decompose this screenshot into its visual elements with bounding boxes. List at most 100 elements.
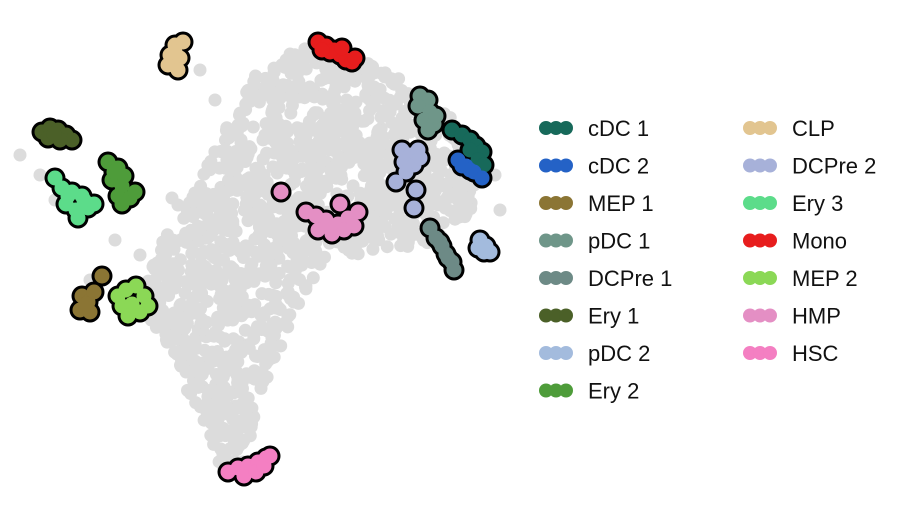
cell-point <box>262 448 278 464</box>
background-cell <box>213 330 227 344</box>
cell-point <box>78 296 94 312</box>
legend-label: HMP <box>792 304 841 329</box>
cell-point <box>310 222 326 238</box>
background-cell <box>340 93 354 107</box>
background-cell <box>204 277 218 291</box>
background-cell <box>233 341 247 355</box>
background-cell <box>272 161 285 175</box>
background-cell <box>238 323 252 337</box>
cell-point <box>446 262 462 278</box>
legend-marker <box>743 233 777 248</box>
legend-label: HSC <box>792 341 839 366</box>
background-cell <box>108 233 122 247</box>
background-cell <box>298 42 312 56</box>
legend-marker <box>743 271 777 285</box>
background-cell <box>206 429 220 443</box>
cell-point <box>347 50 363 66</box>
cluster-dcpre-2 <box>388 142 428 216</box>
background-cell <box>207 401 221 415</box>
background-cell <box>227 422 241 436</box>
background-cell <box>189 396 203 410</box>
cell-point <box>86 284 102 300</box>
background-cell <box>246 120 260 134</box>
legend-item-dcpre-2: DCPre 2 <box>743 154 876 179</box>
legend-marker <box>539 346 573 360</box>
background-cell <box>250 320 264 334</box>
background-cell <box>334 103 348 117</box>
background-cell <box>257 309 271 323</box>
cell-point <box>273 184 289 200</box>
legend-marker <box>743 196 777 210</box>
background-cell <box>174 358 187 372</box>
cell-point <box>60 188 76 204</box>
legend: cDC 1 cDC 2 MEP 1 pDC 1 DCPre 1 Ery 1 pDC 2 Ery… <box>539 116 876 404</box>
background-cell <box>450 189 464 203</box>
legend-marker <box>539 383 573 398</box>
background-cell <box>194 302 207 316</box>
background-cell <box>267 146 281 160</box>
background-cell <box>187 245 201 259</box>
background-cell <box>267 101 281 115</box>
background-cell <box>249 161 263 175</box>
background-cell <box>236 145 249 159</box>
background-cell <box>287 295 301 309</box>
cell-point <box>408 182 424 198</box>
background-cell <box>176 232 190 245</box>
background-cell <box>178 341 192 354</box>
background-cell <box>262 287 276 301</box>
background-cell <box>159 327 173 341</box>
background-cell <box>393 203 407 217</box>
background-cell <box>363 136 377 150</box>
background-cell <box>324 164 338 178</box>
cell-point <box>432 234 448 250</box>
background-cell <box>203 163 217 177</box>
cell-point <box>428 108 444 124</box>
background-cell <box>312 161 326 175</box>
cell-point <box>406 200 422 216</box>
background-cell <box>168 281 182 295</box>
background-cell <box>200 201 214 215</box>
cell-point <box>120 308 136 324</box>
legend-label: MEP 1 <box>588 191 654 216</box>
cell-point <box>462 142 478 158</box>
background-cell <box>379 207 393 221</box>
background-cell <box>267 61 281 75</box>
cluster-pdc-1 <box>410 88 444 138</box>
legend-label: MEP 2 <box>792 266 858 291</box>
cell-point <box>334 40 350 56</box>
background-cell <box>242 341 256 355</box>
background-cell <box>208 93 222 107</box>
background-cell <box>177 211 191 225</box>
background-cell <box>269 301 283 315</box>
background-cell <box>452 210 466 224</box>
legend-item-ery-3: Ery 3 <box>743 191 843 216</box>
background-cell <box>295 139 309 153</box>
background-cell <box>231 118 245 132</box>
background-cell <box>366 242 380 256</box>
legend-item-cdc-2: cDC 2 <box>539 154 649 179</box>
background-cell <box>197 245 211 258</box>
background-cell <box>199 261 213 275</box>
legend-marker <box>743 346 777 360</box>
background-cell <box>270 217 284 231</box>
legend-item-pdc-2: pDC 2 <box>539 341 650 366</box>
background-cell <box>261 346 275 360</box>
background-cell <box>180 317 194 330</box>
legend-label: Ery 3 <box>792 191 843 216</box>
background-cell <box>281 260 295 274</box>
background-cell <box>184 223 198 237</box>
background-cell <box>248 187 262 201</box>
background-cell <box>258 71 272 85</box>
legend-label: DCPre 1 <box>588 266 672 291</box>
cell-point <box>350 204 366 220</box>
background-cell <box>328 93 342 107</box>
legend-item-mono: Mono <box>743 229 847 254</box>
cluster-cdc-1 <box>444 122 492 173</box>
background-cell <box>248 88 262 102</box>
background-cell <box>345 121 359 135</box>
background-cell <box>285 98 299 112</box>
background-cell <box>202 192 216 206</box>
background-cell <box>216 447 230 461</box>
background-cell <box>299 279 313 293</box>
